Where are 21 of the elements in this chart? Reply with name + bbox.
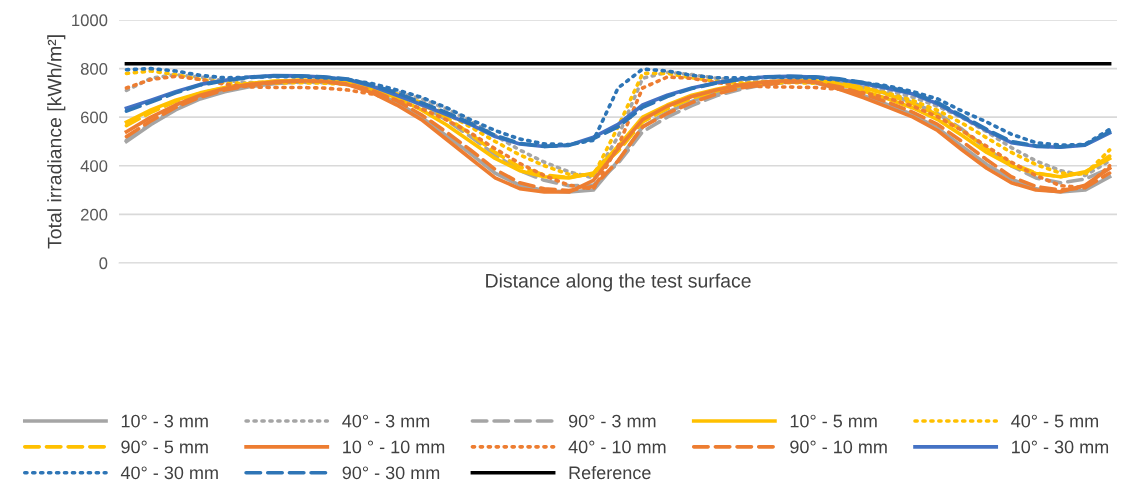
x-axis-title: Distance along the test surface — [486, 273, 751, 292]
legend-label: 40° - 3 mm — [342, 414, 430, 428]
legend-label: 10 ° - 10 mm — [343, 440, 445, 454]
y-tick-label: 200 — [80, 208, 108, 221]
y-tick-label: 1000 — [72, 14, 108, 27]
legend-label: 10° - 5 mm — [790, 414, 877, 428]
y-tick-label: 800 — [80, 62, 108, 75]
legend-label: 40° - 30 mm — [120, 466, 218, 480]
y-tick-label: 600 — [81, 111, 108, 124]
y-tick-label: 0 — [99, 257, 108, 270]
legend-label: Reference — [569, 465, 651, 480]
legend-label: 40° - 10 mm — [568, 440, 666, 454]
y-axis-title: Total irradiance [kWh/m²] — [47, 35, 66, 249]
legend-label: 10° - 3 mm — [121, 414, 208, 428]
legend-label: 40° - 5 mm — [1011, 414, 1098, 428]
y-tick-label: 400 — [80, 160, 108, 172]
legend-label: 90° - 5 mm — [121, 440, 208, 454]
legend-label: 90° - 10 mm — [790, 440, 887, 454]
legend-label: 10° - 30 mm — [1012, 440, 1109, 454]
legend-label: 90° - 3 mm — [568, 414, 656, 428]
legend-label: 90° - 30 mm — [342, 466, 440, 480]
